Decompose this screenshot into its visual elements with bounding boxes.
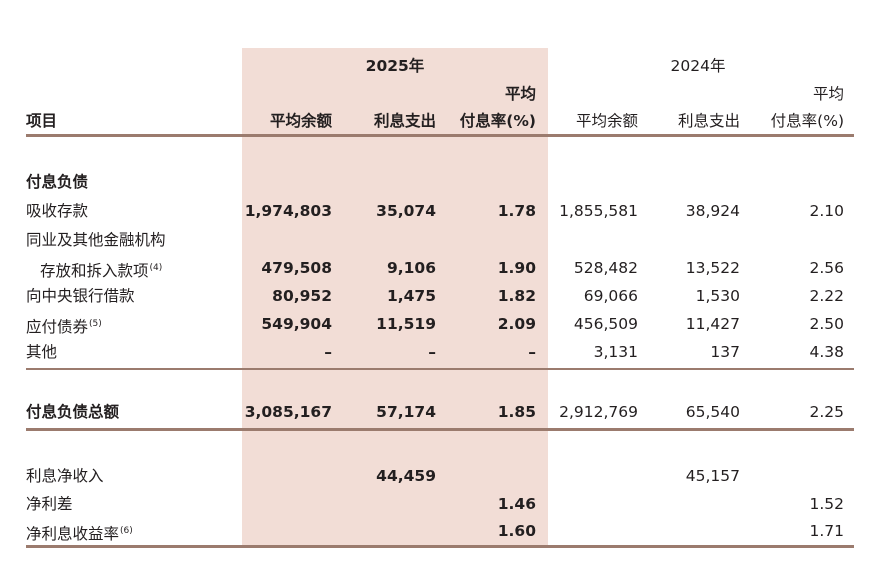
row-2025-rate: 1.82 [497,287,536,305]
section-title: 付息负债 [26,173,89,191]
row-label: 应付债券(5) [26,318,102,336]
total-2025-expense: 57,174 [376,403,436,421]
row-2024-expense: 137 [710,343,740,361]
header-avg-rate-line1-2025: 平均 [504,85,536,103]
summary-2025-value: 1.46 [497,495,536,513]
header-divider [26,134,854,137]
row-2025-balance: 1,974,803 [244,202,332,220]
total-divider [26,428,854,431]
summary-2024-value: 1.52 [809,495,844,513]
header-year-2025: 2025年 [365,57,425,75]
row-2025-balance: – [324,343,332,361]
row-label-line1: 同业及其他金融机构 [26,231,166,249]
row-2024-balance: 69,066 [583,287,638,305]
header-interest-expense-2024: 利息支出 [677,112,740,130]
total-2025-balance: 3,085,167 [244,403,332,421]
subtotal-divider [26,368,854,370]
row-2025-expense: 35,074 [376,202,436,220]
total-2024-rate: 2.25 [809,403,844,421]
row-2024-expense: 13,522 [685,259,740,277]
row-2024-balance: 456,509 [573,315,638,333]
summary-2024-value: 1.71 [809,522,844,540]
row-2024-rate: 2.50 [809,315,844,333]
total-2024-balance: 2,912,769 [559,403,638,421]
row-2025-balance: 80,952 [272,287,332,305]
row-2024-balance: 3,131 [593,343,638,361]
row-2025-balance: 549,904 [261,315,332,333]
summary-label: 净利息收益率(6) [26,525,133,543]
total-2025-rate: 1.85 [497,403,536,421]
row-2024-balance: 528,482 [573,259,638,277]
summary-2025-value: 44,459 [376,467,436,485]
header-item: 项目 [26,112,58,130]
row-2024-rate: 2.10 [809,202,844,220]
total-label: 付息负债总额 [26,403,120,421]
summary-label: 利息净收入 [26,467,104,485]
row-2024-rate: 4.38 [809,343,844,361]
footnote-ref: (5) [89,319,102,329]
header-interest-expense-2025: 利息支出 [373,112,436,130]
footnote-ref: (4) [149,263,163,273]
row-2025-expense: 1,475 [386,287,436,305]
summary-label: 净利差 [26,495,73,513]
header-avg-rate-2025: 付息率(%) [459,112,536,130]
row-2025-expense: 11,519 [376,315,436,333]
row-2024-expense: 1,530 [695,287,740,305]
header-avg-balance-2024: 平均余额 [575,112,638,130]
bottom-divider [26,545,854,548]
row-2025-rate: 2.09 [497,315,536,333]
header-avg-balance-2025: 平均余额 [269,112,332,130]
row-2024-expense: 38,924 [685,202,740,220]
summary-2025-value: 1.60 [497,522,536,540]
row-2025-rate: 1.78 [497,202,536,220]
row-2024-balance: 1,855,581 [559,202,638,220]
row-2024-expense: 11,427 [685,315,740,333]
row-2025-expense: – [428,343,436,361]
total-2024-expense: 65,540 [685,403,740,421]
row-2024-rate: 2.22 [809,287,844,305]
row-label: 其他 [26,343,58,361]
summary-2024-value: 45,157 [685,467,740,485]
header-avg-rate-line1-2024: 平均 [812,85,844,103]
row-2025-expense: 9,106 [386,259,436,277]
header-year-2024: 2024年 [670,57,726,75]
row-label: 吸收存款 [26,202,89,220]
row-2025-rate: – [528,343,536,361]
year-2025-highlight [242,48,548,547]
row-label: 向中央银行借款 [26,287,135,305]
row-2024-rate: 2.56 [809,259,844,277]
row-2025-balance: 479,508 [261,259,332,277]
header-avg-rate-2024: 付息率(%) [770,112,844,130]
row-label: 存放和拆入款项(4) [40,262,163,280]
row-2025-rate: 1.90 [497,259,536,277]
footnote-ref: (6) [120,526,133,536]
